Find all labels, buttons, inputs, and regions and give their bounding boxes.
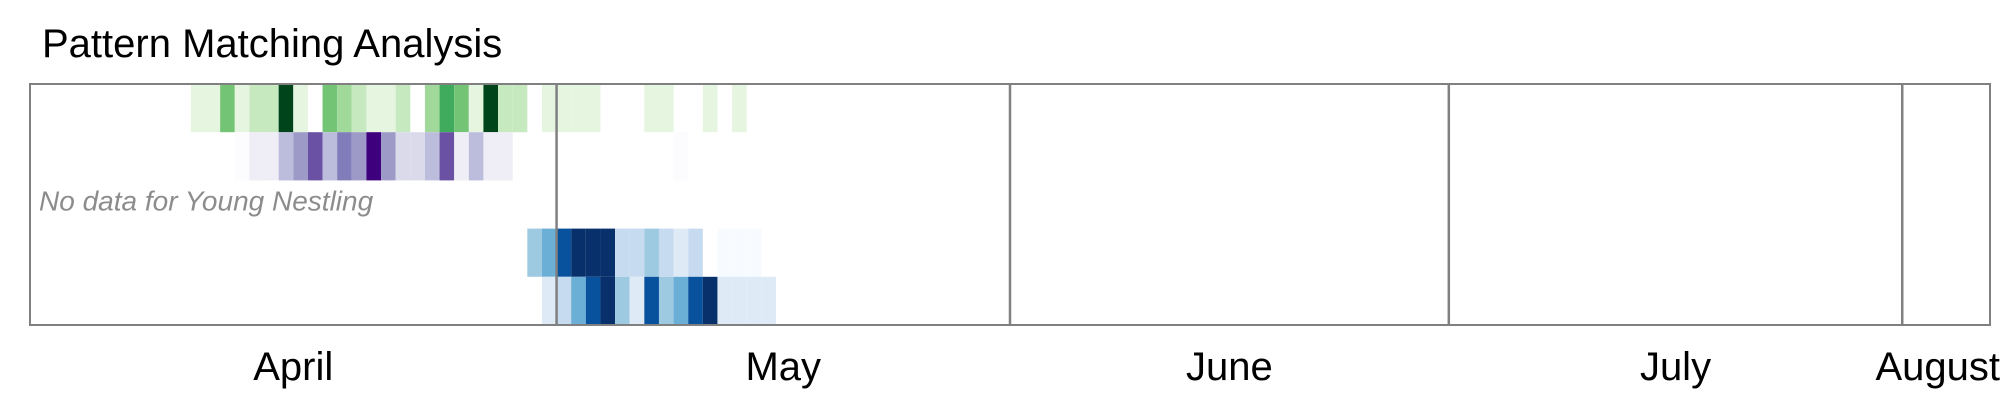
heatmap-cell: [717, 228, 733, 277]
heatmap-cell: [688, 228, 703, 277]
heatmap-cell: [351, 132, 367, 181]
heatmap-cell: [688, 276, 703, 325]
heatmap-cell: [658, 84, 674, 133]
heatmap-cell: [205, 84, 221, 133]
plot-frame: [29, 83, 1991, 326]
heatmap-cell: [658, 228, 674, 277]
heatmap-cell: [541, 228, 557, 277]
heatmap-cell: [600, 228, 616, 277]
heatmap-cell: [615, 228, 630, 277]
heatmap-cell: [702, 84, 718, 133]
heatmap-cell: [585, 276, 601, 325]
heatmap-cell: [644, 276, 659, 325]
heatmap-cell: [395, 132, 411, 181]
heatmap-cell: [527, 228, 542, 277]
heatmap-cell: [746, 276, 762, 325]
heatmap-cell: [615, 276, 630, 325]
heatmap-cell: [673, 276, 689, 325]
heatmap-cell: [337, 84, 352, 133]
month-labels: April May June July August: [253, 345, 2000, 389]
heatmap-cell: [366, 84, 382, 133]
heatmap-cell: [644, 84, 659, 133]
heatmap-cell: [424, 132, 440, 181]
month-label: July: [1640, 345, 1711, 389]
heatmap-cell: [658, 276, 674, 325]
heatmap-cell: [746, 228, 762, 277]
heatmap-cell: [278, 84, 294, 133]
heatmap-cell: [439, 84, 455, 133]
heatmap-cell: [498, 84, 513, 133]
heatmap-cell: [249, 84, 265, 133]
heatmap-cell: [673, 132, 689, 181]
heatmap-cell: [732, 276, 747, 325]
heatmap-cell: [571, 228, 586, 277]
heatmap-cell: [366, 132, 382, 181]
month-boundaries: [555, 84, 1904, 325]
month-label: May: [745, 345, 821, 389]
heatmap-cell: [571, 84, 586, 133]
heatmap-cell: [585, 84, 601, 133]
heatmap-cell: [541, 84, 557, 133]
heatmap-cell: [220, 84, 235, 133]
heatmap-cell: [395, 84, 411, 133]
heatmap-cell: [234, 84, 250, 133]
heatmap-cell: [483, 84, 499, 133]
heatmap-cell: [556, 228, 572, 277]
heatmap-cell: [322, 132, 338, 181]
heatmap-cell: [249, 132, 265, 181]
heatmap-cell: [190, 84, 206, 133]
heatmap-cell: [264, 84, 279, 133]
heatmap-cell: [351, 84, 367, 133]
heatmap-cell: [556, 276, 572, 325]
heatmap-cell: [556, 84, 572, 133]
heatmap-cell: [571, 276, 586, 325]
heatmap-cell: [498, 132, 513, 181]
month-label: April: [253, 345, 333, 389]
heatmap-cell: [381, 132, 396, 181]
heatmap-cell: [454, 132, 469, 181]
chart-title: Pattern Matching Analysis: [42, 22, 503, 66]
heatmap-cell: [293, 84, 308, 133]
heatmap-cell: [761, 276, 776, 325]
heatmap-cell: [717, 276, 733, 325]
heatmap-cell: [732, 84, 747, 133]
heatmap-cell: [483, 132, 499, 181]
heatmap-cell: [439, 132, 455, 181]
heatmap-cell: [541, 276, 557, 325]
heatmap-cell: [278, 132, 294, 181]
heatmap-cell: [468, 132, 484, 181]
heatmap-cell: [307, 132, 323, 181]
heatmap-cell: [337, 132, 352, 181]
heatmap-cell: [629, 276, 645, 325]
heatmap-cell: [264, 132, 279, 181]
no-data-note: No data for Young Nestling: [39, 185, 374, 216]
month-label: June: [1186, 345, 1273, 389]
heatmap-cell: [293, 132, 308, 181]
heatmap-cell: [410, 132, 425, 181]
heatmap-cell: [585, 228, 601, 277]
heatmap-cell: [732, 228, 747, 277]
heatmap-cell: [600, 276, 616, 325]
month-label: August: [1875, 345, 2000, 389]
heatmap-cells: [190, 84, 776, 325]
heatmap-cell: [424, 84, 440, 133]
heatmap-cell: [322, 84, 338, 133]
heatmap-cell: [454, 84, 469, 133]
heatmap-cell: [644, 228, 659, 277]
heatmap-cell: [702, 276, 718, 325]
heatmap-cell: [381, 84, 396, 133]
heatmap-cell: [512, 84, 528, 133]
heatmap-cell: [234, 132, 250, 181]
heatmap-cell: [629, 228, 645, 277]
heatmap-cell: [468, 84, 484, 133]
heatmap-cell: [673, 228, 689, 277]
